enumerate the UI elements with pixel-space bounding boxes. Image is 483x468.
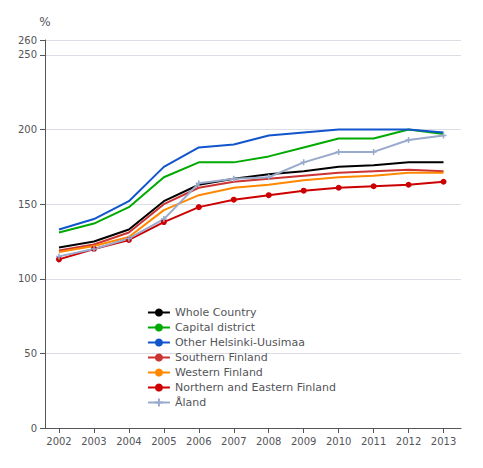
svg-text:2003: 2003 xyxy=(81,436,106,447)
svg-text:260: 260 xyxy=(18,35,37,46)
svg-text:2006: 2006 xyxy=(186,436,211,447)
svg-text:250: 250 xyxy=(18,49,37,60)
svg-text:Whole Country: Whole Country xyxy=(175,306,257,319)
svg-text:50: 50 xyxy=(24,348,37,359)
svg-text:Western Finland: Western Finland xyxy=(175,366,263,379)
svg-text:150: 150 xyxy=(18,199,37,210)
svg-text:100: 100 xyxy=(18,273,37,284)
svg-text:200: 200 xyxy=(18,124,37,135)
svg-text:%: % xyxy=(39,15,50,29)
svg-text:2009: 2009 xyxy=(291,436,316,447)
svg-text:Other Helsinki-Uusimaa: Other Helsinki-Uusimaa xyxy=(175,336,305,349)
svg-text:2011: 2011 xyxy=(361,436,386,447)
svg-text:2002: 2002 xyxy=(46,436,71,447)
svg-text:Southern Finland: Southern Finland xyxy=(175,351,268,364)
svg-text:2005: 2005 xyxy=(151,436,176,447)
svg-text:0: 0 xyxy=(31,423,37,434)
svg-text:Åland: Åland xyxy=(175,396,206,409)
svg-text:2010: 2010 xyxy=(326,436,351,447)
svg-text:2013: 2013 xyxy=(431,436,456,447)
svg-text:Capital district: Capital district xyxy=(175,321,256,334)
svg-text:Northern and Eastern Finland: Northern and Eastern Finland xyxy=(175,381,336,394)
svg-text:2007: 2007 xyxy=(221,436,246,447)
svg-text:2012: 2012 xyxy=(396,436,421,447)
svg-text:2004: 2004 xyxy=(116,436,141,447)
svg-text:2008: 2008 xyxy=(256,436,281,447)
